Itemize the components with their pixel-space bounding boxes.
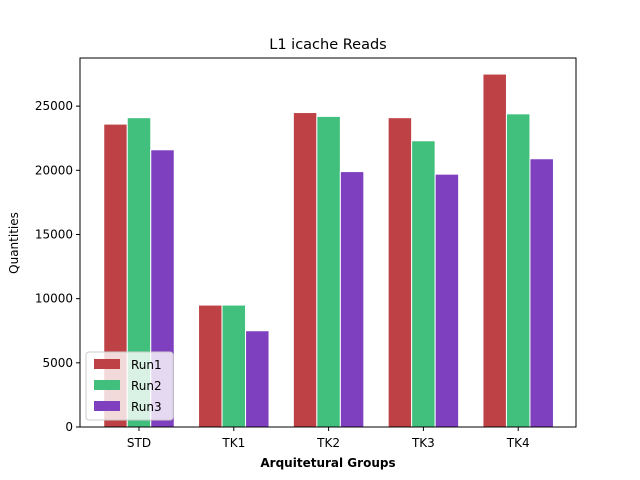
bar-run2-tk4 <box>505 113 531 428</box>
y-tick-label: 5000 <box>42 356 73 370</box>
y-tick-label: 25000 <box>35 99 73 113</box>
y-tick-label: 20000 <box>35 163 73 177</box>
x-tick-label: TK3 <box>411 436 435 450</box>
legend-label-run2: Run2 <box>131 379 162 393</box>
legend-swatch-run3 <box>94 401 120 411</box>
bar-run1-tk4 <box>482 73 507 428</box>
bars-group <box>103 73 554 428</box>
bar-run2-tk1 <box>221 304 247 428</box>
bar-run3-tk4 <box>529 158 554 428</box>
bar-run1-tk2 <box>292 112 318 428</box>
bar-run1-tk1 <box>198 304 223 428</box>
x-axis-ticks: STD TK1 TK2 TK3 TK4 <box>127 427 530 450</box>
x-axis-label: Arquitetural Groups <box>260 456 395 470</box>
x-tick-label: TK2 <box>316 436 340 450</box>
plot-frame <box>79 57 577 428</box>
y-tick-label: 0 <box>65 420 73 434</box>
y-axis-label: Quantities <box>7 212 21 274</box>
legend: Run1 Run2 Run3 <box>85 351 174 421</box>
x-tick-label: STD <box>127 436 151 450</box>
legend-swatch-run1 <box>94 359 120 369</box>
x-tick-label: TK1 <box>221 436 245 450</box>
legend-swatch-run2 <box>94 380 120 390</box>
bar-run2-tk3 <box>411 140 436 428</box>
bar-run1-tk3 <box>387 117 413 428</box>
chart-title: L1 icache Reads <box>269 37 386 53</box>
y-tick-label: 15000 <box>35 227 73 241</box>
bar-run3-tk1 <box>245 330 270 428</box>
y-tick-label: 10000 <box>35 292 73 306</box>
bar-run3-tk3 <box>434 173 460 428</box>
legend-label-run3: Run3 <box>131 400 162 414</box>
x-tick-label: TK4 <box>506 436 530 450</box>
bar-run3-tk2 <box>339 171 365 428</box>
bar-run2-tk2 <box>316 115 341 428</box>
y-axis-ticks: 0 5000 10000 15000 20000 25000 <box>35 99 80 434</box>
legend-label-run1: Run1 <box>131 358 162 372</box>
